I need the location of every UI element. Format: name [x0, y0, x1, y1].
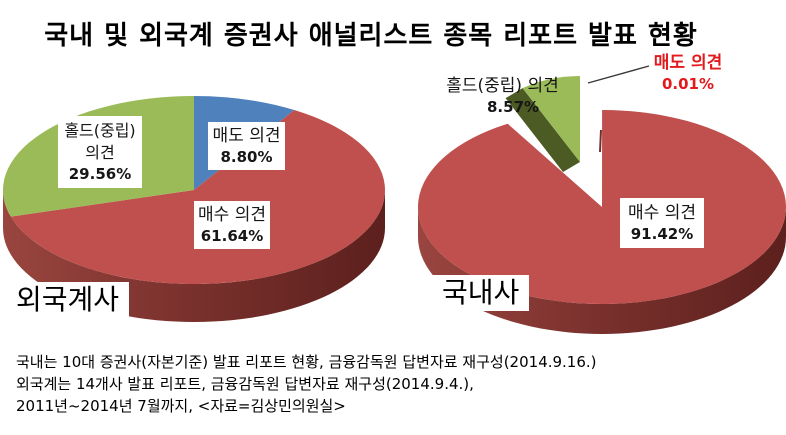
footnote-line1: 국내는 10대 증권사(자본기준) 발표 리포트 현황, 금융감독원 답변자료 … — [16, 353, 597, 371]
domestic-sell-pct: 0.01% — [661, 75, 715, 93]
foreign-buy-pct: 61.64% — [200, 227, 264, 245]
foreign-buy-label: 매수 의견 61.64% — [194, 201, 270, 249]
foreign-hold-label-line1: 홀드(중립) — [64, 121, 136, 140]
sell-leader-line — [587, 65, 650, 84]
domestic-slice-2 — [522, 76, 580, 162]
foreign-sell-label-text: 매도 의견 — [212, 126, 281, 146]
domestic-hold-pct: 8.57% — [487, 98, 540, 116]
domestic-buy-pct: 91.42% — [630, 225, 694, 243]
domestic-buy-label: 매수 의견 91.42% — [620, 198, 704, 248]
foreign-buy-label-text: 매수 의견 — [198, 205, 266, 225]
domestic-buy-label-text: 매수 의견 — [628, 203, 696, 223]
domestic-sell-label-text: 매도 의견 — [653, 53, 723, 73]
domestic-exploded-slice-cut-face — [505, 88, 580, 172]
domestic-slice-1 — [418, 110, 786, 304]
foreign-sell-label: 매도 의견 8.80% — [208, 122, 285, 170]
foreign-hold-label-line2: 의견 — [85, 143, 115, 162]
chart-title: 국내 및 외국계 증권사 애널리스트 종목 리포트 발표 현황 — [44, 21, 698, 51]
foreign-hold-pct: 29.56% — [68, 165, 132, 183]
footnote-line2: 외국계는 14개사 발표 리포트, 금융감독원 답변자료 재구성(2014.9.… — [16, 375, 474, 393]
domestic-sell-sliver-edge — [599, 129, 602, 153]
foreign-sell-pct: 8.80% — [220, 148, 273, 166]
foreign-hold-label: 홀드(중립) 의견 29.56% — [58, 116, 142, 188]
foreign-pie-name: 외국계사 — [6, 282, 130, 318]
domestic-pie-name: 국내사 — [432, 275, 530, 311]
domestic-sell-label: 매도 의견 0.01% — [641, 52, 735, 94]
domestic-hold-label-text: 홀드(중립) 의견 — [446, 76, 559, 96]
foreign-slice-1 — [10, 110, 385, 284]
footnote: 국내는 10대 증권사(자본기준) 발표 리포트 현황, 금융감독원 답변자료 … — [16, 351, 597, 417]
footnote-line3: 2011년~2014년 7월까지, <자료=김상민의원실> — [16, 397, 346, 415]
domestic-hold-label: 홀드(중립) 의견 8.57% — [445, 75, 560, 117]
